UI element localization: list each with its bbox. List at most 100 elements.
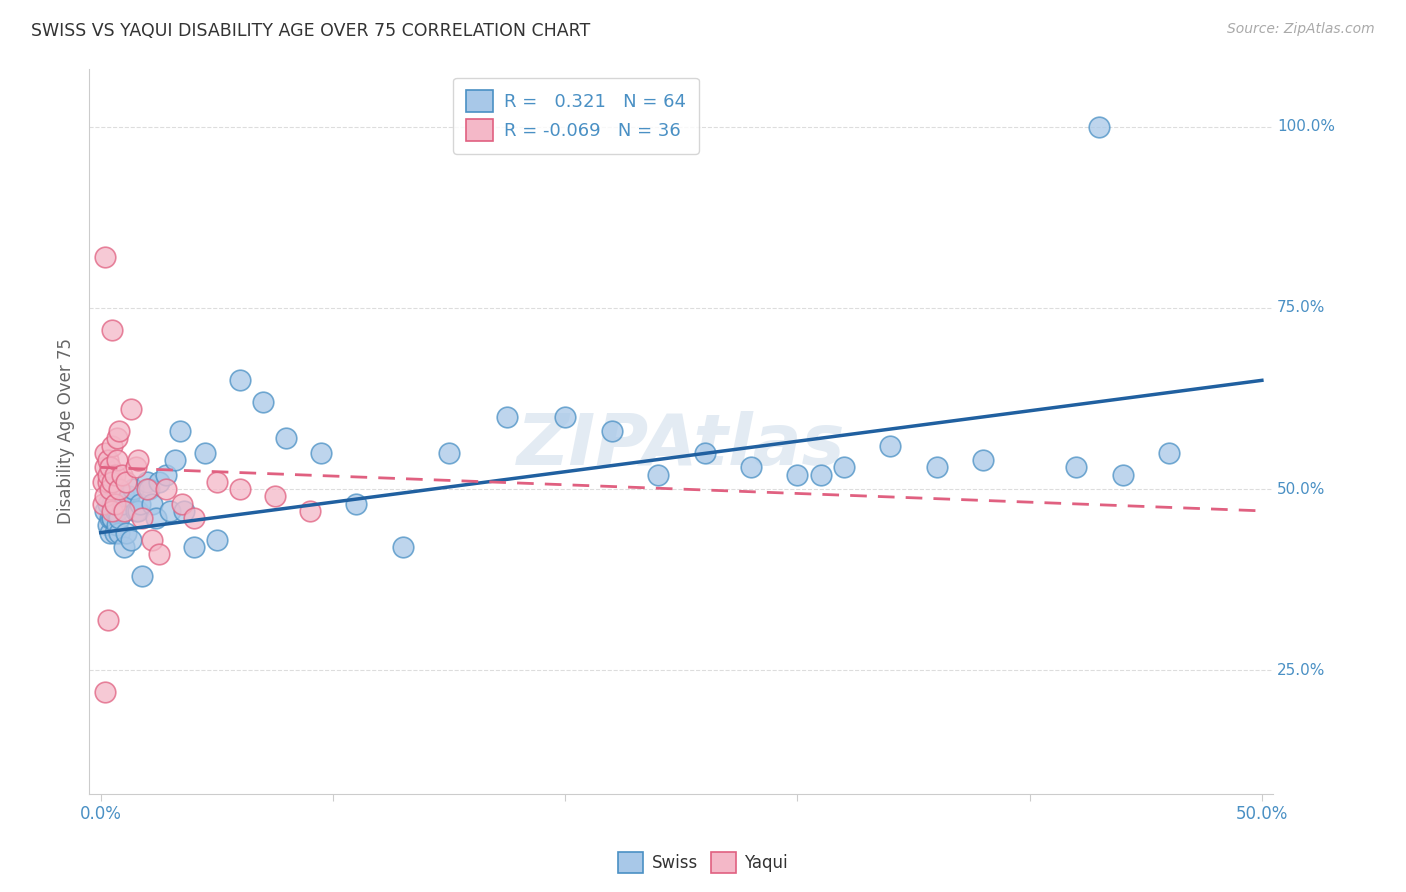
Point <box>229 373 252 387</box>
Point <box>600 424 623 438</box>
Point <box>786 467 808 482</box>
Point <box>101 504 124 518</box>
Point <box>115 525 138 540</box>
Point <box>105 504 128 518</box>
Point <box>94 685 117 699</box>
Point <box>97 453 120 467</box>
Point <box>138 482 160 496</box>
Point <box>205 475 228 489</box>
Point <box>108 482 131 496</box>
Point <box>183 540 205 554</box>
Point <box>276 431 298 445</box>
Point <box>1064 460 1087 475</box>
Point <box>141 497 163 511</box>
Point <box>647 467 669 482</box>
Point <box>810 467 832 482</box>
Point <box>101 322 124 336</box>
Point <box>127 504 149 518</box>
Point <box>972 453 994 467</box>
Text: ZIPAtlas: ZIPAtlas <box>517 411 845 480</box>
Point <box>97 467 120 482</box>
Point <box>104 489 127 503</box>
Point <box>104 504 127 518</box>
Point <box>94 446 117 460</box>
Point <box>97 497 120 511</box>
Point <box>120 402 142 417</box>
Point <box>91 497 114 511</box>
Point <box>98 482 121 496</box>
Point <box>94 460 117 475</box>
Point <box>101 511 124 525</box>
Point <box>496 409 519 424</box>
Point <box>98 460 121 475</box>
Point <box>173 504 195 518</box>
Point <box>110 467 132 482</box>
Point <box>124 504 146 518</box>
Text: 100.0%: 100.0% <box>1277 119 1336 134</box>
Point <box>104 525 127 540</box>
Point <box>112 540 135 554</box>
Point <box>105 431 128 445</box>
Point <box>98 525 121 540</box>
Point <box>97 475 120 489</box>
Point <box>229 482 252 496</box>
Point <box>105 453 128 467</box>
Point <box>105 518 128 533</box>
Point <box>879 439 901 453</box>
Point <box>155 482 177 496</box>
Point <box>1111 467 1133 482</box>
Point <box>129 497 152 511</box>
Point <box>97 518 120 533</box>
Point <box>91 475 114 489</box>
Point <box>298 504 321 518</box>
Point <box>108 424 131 438</box>
Point <box>101 439 124 453</box>
Point <box>104 467 127 482</box>
Point <box>131 569 153 583</box>
Legend: Swiss, Yaqui: Swiss, Yaqui <box>612 846 794 880</box>
Point <box>117 489 139 503</box>
Point <box>101 475 124 489</box>
Point <box>105 497 128 511</box>
Point <box>183 511 205 525</box>
Point <box>108 525 131 540</box>
Point <box>252 395 274 409</box>
Point <box>344 497 367 511</box>
Point <box>115 475 138 489</box>
Point <box>170 497 193 511</box>
Point <box>740 460 762 475</box>
Point <box>145 511 167 525</box>
Point <box>98 482 121 496</box>
Text: 50.0%: 50.0% <box>1277 482 1326 497</box>
Point <box>693 446 716 460</box>
Point <box>925 460 948 475</box>
Point <box>97 613 120 627</box>
Text: 25.0%: 25.0% <box>1277 663 1326 678</box>
Point <box>263 489 285 503</box>
Point <box>169 424 191 438</box>
Point <box>163 453 186 467</box>
Point <box>148 547 170 561</box>
Legend: R =   0.321   N = 64, R = -0.069   N = 36: R = 0.321 N = 64, R = -0.069 N = 36 <box>453 78 699 154</box>
Point <box>148 475 170 489</box>
Text: SWISS VS YAQUI DISABILITY AGE OVER 75 CORRELATION CHART: SWISS VS YAQUI DISABILITY AGE OVER 75 CO… <box>31 22 591 40</box>
Point <box>120 533 142 547</box>
Point <box>1157 446 1180 460</box>
Point <box>127 453 149 467</box>
Point <box>136 475 159 489</box>
Point <box>108 511 131 525</box>
Point <box>122 482 145 496</box>
Point <box>104 497 127 511</box>
Point <box>194 446 217 460</box>
Point <box>131 511 153 525</box>
Point <box>112 504 135 518</box>
Point <box>159 504 181 518</box>
Text: Source: ZipAtlas.com: Source: ZipAtlas.com <box>1227 22 1375 37</box>
Y-axis label: Disability Age Over 75: Disability Age Over 75 <box>58 338 75 524</box>
Text: 75.0%: 75.0% <box>1277 301 1326 315</box>
Point <box>1088 120 1111 134</box>
Point <box>124 460 146 475</box>
Point <box>141 533 163 547</box>
Point <box>155 467 177 482</box>
Point <box>94 489 117 503</box>
